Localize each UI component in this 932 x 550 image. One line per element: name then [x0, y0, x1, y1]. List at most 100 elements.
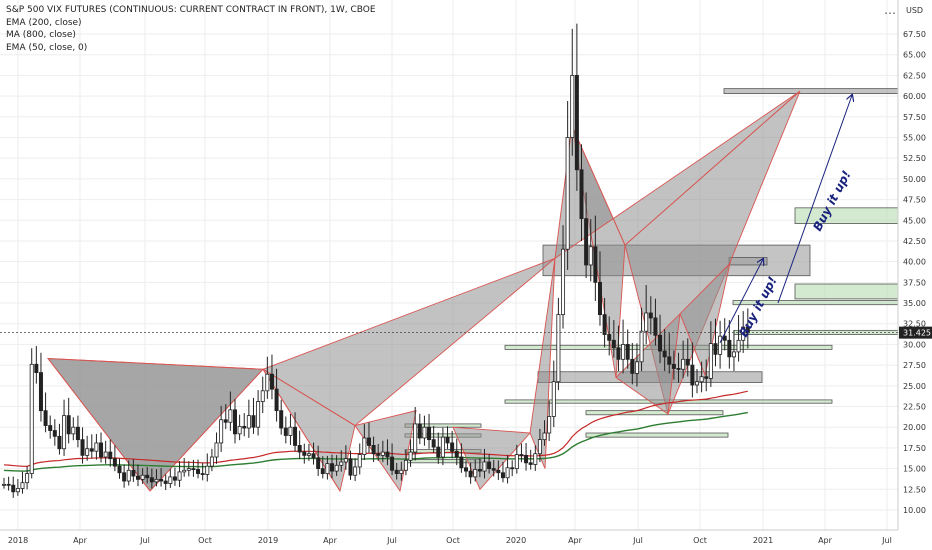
candle-up — [621, 344, 626, 360]
candle-down — [584, 218, 589, 266]
candle — [362, 424, 367, 461]
candle-up — [634, 361, 639, 374]
candle — [588, 219, 593, 282]
candle-down — [52, 430, 57, 437]
candle — [330, 454, 335, 479]
candle-down — [574, 74, 579, 171]
candle-down — [6, 483, 11, 486]
candle-up — [473, 469, 478, 478]
candle-down — [685, 358, 690, 366]
candle — [695, 369, 700, 394]
candle-down — [131, 469, 136, 477]
candle-down — [445, 436, 450, 444]
candle — [574, 23, 579, 191]
candle — [15, 479, 20, 496]
candle-up — [214, 442, 219, 458]
candle-up — [533, 453, 538, 465]
candle — [417, 413, 422, 445]
candle-down — [477, 469, 482, 472]
candle — [537, 428, 542, 463]
candle-up — [177, 471, 182, 481]
candle-up — [29, 363, 34, 474]
candle-up — [542, 432, 547, 441]
candle — [653, 298, 658, 346]
price-zone — [723, 88, 899, 95]
candle — [186, 461, 191, 477]
candle-down — [667, 356, 672, 365]
candle-down — [454, 450, 459, 458]
candle-down — [676, 368, 681, 370]
candle — [718, 320, 723, 369]
candle — [38, 352, 43, 422]
candle-up — [168, 476, 173, 484]
candle-up — [325, 463, 330, 474]
candle-up — [103, 451, 108, 458]
candle — [122, 464, 127, 488]
candle-up — [339, 461, 344, 466]
candle-down — [417, 423, 422, 439]
candle-down — [145, 474, 150, 479]
x-tick-label: Jul — [881, 536, 892, 545]
candle-up — [681, 358, 686, 370]
candle-up — [699, 376, 704, 383]
candle-down — [159, 478, 164, 482]
x-tick-label: Apr — [568, 536, 583, 545]
price-zone — [728, 257, 768, 266]
indicator-ma800[interactable]: MA (800, close) — [6, 30, 76, 40]
y-tick-label: 17.50 — [903, 444, 926, 453]
candle-up — [265, 373, 270, 392]
y-tick-label: 45.00 — [903, 216, 926, 225]
candle — [251, 397, 256, 434]
candle-up — [186, 468, 191, 471]
candle — [713, 318, 718, 367]
candle — [699, 361, 704, 393]
candle — [376, 443, 381, 461]
candle-down — [579, 169, 584, 220]
candle — [182, 458, 187, 477]
candle-down — [704, 376, 709, 379]
y-tick-label: 30.00 — [903, 340, 926, 349]
candle — [427, 413, 432, 449]
x-tick-label: 2020 — [506, 536, 526, 545]
candle — [667, 333, 672, 374]
candle-up — [556, 314, 561, 383]
candle-up — [306, 453, 311, 456]
indicator-ema200[interactable]: EMA (200, close) — [6, 17, 82, 28]
candle — [403, 449, 408, 476]
candle-down — [48, 425, 53, 431]
indicator-ema50[interactable]: EMA (50, close, 0) — [6, 42, 88, 53]
candle-down — [427, 426, 432, 441]
x-tick-label: Apr — [818, 536, 833, 545]
candle — [736, 315, 741, 362]
y-tick-label: 40.00 — [903, 258, 926, 267]
candle-down — [43, 410, 48, 426]
candle — [634, 343, 639, 387]
candle-up — [440, 436, 445, 458]
candle — [533, 445, 538, 471]
candle — [454, 438, 459, 466]
candle — [25, 466, 30, 490]
candle — [112, 445, 117, 472]
candle — [172, 467, 177, 486]
candle — [339, 450, 344, 472]
candle — [320, 456, 325, 479]
moving-averages — [3, 390, 748, 472]
candle — [232, 398, 237, 444]
y-tick-label: 47.50 — [903, 196, 926, 205]
candle-down — [653, 317, 658, 336]
candle — [293, 412, 298, 452]
y-tick-label: 67.50 — [903, 30, 926, 39]
candle — [205, 453, 210, 482]
candle — [108, 439, 113, 467]
ma800-line — [3, 390, 748, 467]
candle-up — [505, 467, 510, 479]
price-zone — [794, 207, 899, 224]
candle-up — [413, 423, 418, 453]
candle — [163, 474, 168, 491]
candle — [556, 297, 561, 391]
candle — [579, 144, 584, 242]
candle — [528, 449, 533, 470]
